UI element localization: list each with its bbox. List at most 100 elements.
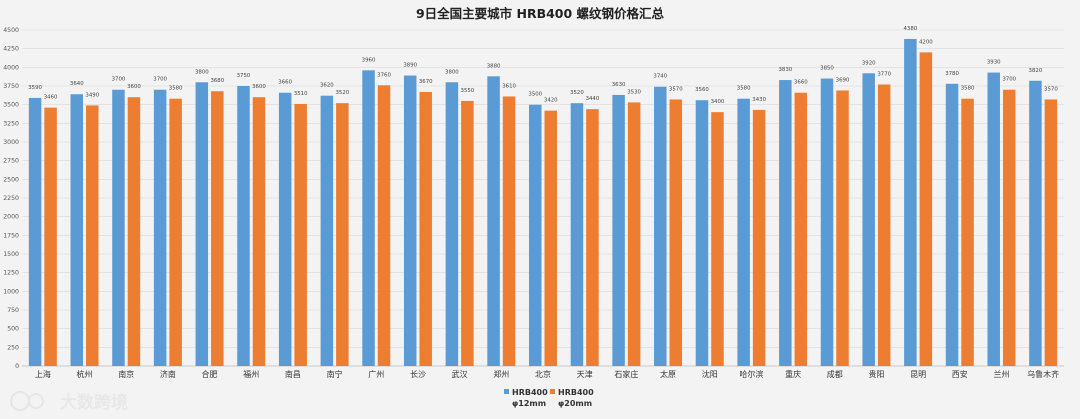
data-label: 3580 bbox=[169, 86, 183, 92]
bar-series-1 bbox=[737, 98, 750, 367]
data-label: 3680 bbox=[210, 78, 224, 84]
data-label: 3770 bbox=[877, 72, 891, 78]
bar-series-1 bbox=[779, 80, 792, 366]
y-tick-label: 2500 bbox=[3, 176, 19, 183]
category-label: 西安 bbox=[952, 369, 968, 379]
category-label: 长沙 bbox=[410, 369, 426, 379]
category-label: 乌鲁木齐 bbox=[1027, 369, 1059, 379]
bar-series-2 bbox=[836, 90, 849, 366]
data-label: 3490 bbox=[85, 92, 99, 98]
category-label: 天津 bbox=[577, 369, 593, 379]
data-label: 3430 bbox=[752, 97, 766, 103]
data-label: 3660 bbox=[794, 80, 808, 86]
bar-series-2 bbox=[669, 99, 683, 366]
data-label: 3630 bbox=[612, 82, 626, 88]
y-tick-label: 2750 bbox=[3, 158, 19, 165]
data-label: 3570 bbox=[669, 86, 683, 92]
y-tick-label: 3500 bbox=[3, 102, 19, 109]
bar-series-1 bbox=[362, 70, 375, 366]
bar-series-2 bbox=[169, 98, 182, 367]
y-tick-label: 4000 bbox=[3, 64, 19, 71]
bar-series-2 bbox=[544, 110, 557, 366]
bar-series-2 bbox=[877, 84, 891, 367]
data-label: 3530 bbox=[627, 89, 641, 95]
bar-series-1 bbox=[320, 95, 334, 366]
data-label: 4380 bbox=[904, 26, 918, 32]
bar-series-1 bbox=[654, 86, 667, 366]
data-label: 3510 bbox=[294, 91, 308, 97]
bar-series-1 bbox=[612, 94, 625, 367]
y-tick-label: 0 bbox=[15, 363, 19, 370]
bar-series-2 bbox=[294, 103, 307, 367]
bar-series-1 bbox=[862, 73, 875, 366]
bar-series-2 bbox=[211, 91, 224, 366]
category-label: 郑州 bbox=[493, 369, 509, 379]
data-label: 3560 bbox=[695, 87, 709, 93]
bar-series-1 bbox=[403, 75, 417, 367]
y-tick-label: 750 bbox=[7, 307, 19, 314]
data-label: 3640 bbox=[70, 81, 84, 87]
bars bbox=[28, 38, 1058, 367]
bar-series-1 bbox=[904, 38, 917, 367]
data-label: 3780 bbox=[945, 71, 959, 77]
data-label: 3590 bbox=[28, 85, 42, 91]
bar-series-2 bbox=[44, 107, 57, 367]
category-label: 太原 bbox=[660, 369, 676, 379]
data-label: 3820 bbox=[1029, 68, 1043, 74]
y-tick-label: 1250 bbox=[3, 270, 19, 277]
data-label: 3600 bbox=[127, 84, 141, 90]
data-label: 3960 bbox=[362, 57, 376, 63]
data-label: 3520 bbox=[335, 90, 349, 96]
watermark-text: 大数跨境 bbox=[60, 392, 128, 413]
data-label: 3600 bbox=[252, 84, 266, 90]
data-label: 3690 bbox=[836, 77, 850, 83]
data-label: 3610 bbox=[502, 83, 516, 89]
data-label: 4200 bbox=[919, 39, 933, 45]
y-tick-label: 4500 bbox=[3, 27, 19, 34]
category-label: 合肥 bbox=[202, 369, 218, 379]
chart-title: 9日全国主要城市 HRB400 螺纹钢价格汇总 bbox=[416, 6, 665, 21]
category-label: 北京 bbox=[535, 369, 551, 379]
category-label: 武汉 bbox=[452, 369, 468, 379]
bar-series-1 bbox=[237, 86, 250, 366]
data-label: 3830 bbox=[778, 67, 792, 73]
bar-series-2 bbox=[919, 52, 933, 367]
bar-series-1 bbox=[195, 82, 209, 367]
y-tick-label: 3250 bbox=[3, 120, 19, 127]
bar-series-2 bbox=[419, 91, 432, 367]
bar-series-2 bbox=[252, 97, 266, 366]
y-tick-label: 250 bbox=[7, 344, 19, 351]
y-tick-label: 3750 bbox=[3, 83, 19, 90]
legend-swatch bbox=[550, 389, 555, 394]
category-label: 杭州 bbox=[77, 369, 93, 379]
y-tick-label: 1000 bbox=[3, 288, 19, 295]
bar-series-1 bbox=[487, 76, 500, 366]
data-label: 3750 bbox=[237, 73, 251, 79]
data-label: 3660 bbox=[278, 80, 292, 86]
bar-series-2 bbox=[86, 105, 99, 366]
bar-series-1 bbox=[445, 82, 459, 367]
category-label: 济南 bbox=[160, 369, 176, 379]
bar-series-1 bbox=[28, 97, 42, 367]
legend-sublabel: φ20mm bbox=[558, 399, 592, 408]
y-tick-label: 500 bbox=[7, 326, 19, 333]
data-label: 3930 bbox=[987, 60, 1001, 66]
category-label: 南宁 bbox=[327, 369, 343, 379]
bar-series-1 bbox=[112, 89, 125, 366]
y-axis-ticks: 0 250 500 750 1000 1250 1500 1750 2000 2250 2500 27… bbox=[3, 27, 19, 370]
data-label: 3880 bbox=[487, 63, 501, 69]
data-label: 3800 bbox=[445, 69, 459, 75]
bar-series-1 bbox=[820, 78, 834, 367]
data-label: 3670 bbox=[419, 79, 433, 85]
data-label: 3400 bbox=[711, 99, 725, 105]
bar-series-1 bbox=[1029, 80, 1042, 367]
bar-series-2 bbox=[586, 109, 599, 366]
data-label: 3620 bbox=[320, 83, 334, 89]
data-label: 3460 bbox=[44, 95, 58, 101]
category-label: 兰州 bbox=[993, 369, 1009, 379]
data-label: 3440 bbox=[586, 96, 600, 102]
y-tick-label: 1500 bbox=[3, 251, 19, 258]
category-label: 南京 bbox=[118, 369, 134, 379]
y-tick-label: 1750 bbox=[3, 232, 19, 239]
